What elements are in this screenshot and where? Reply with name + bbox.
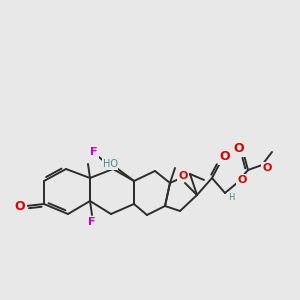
Text: O: O <box>178 171 188 181</box>
Text: O: O <box>15 200 25 212</box>
Text: O: O <box>220 151 230 164</box>
Text: HO: HO <box>103 159 118 169</box>
Text: O: O <box>234 142 244 155</box>
Text: F: F <box>88 217 96 227</box>
Text: O: O <box>237 175 247 185</box>
Text: H: H <box>228 193 234 202</box>
Text: F: F <box>90 147 98 157</box>
Text: O: O <box>262 163 272 173</box>
